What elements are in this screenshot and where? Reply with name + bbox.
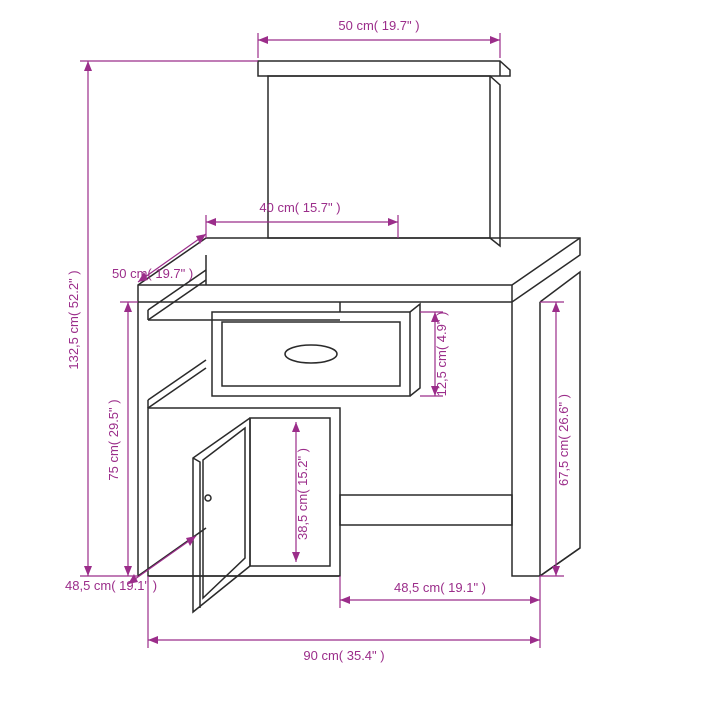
dim-label-cabinet-depth: 48,5 cm( 19.1" ) [65, 578, 157, 593]
dim-cabinet-depth: 48,5 cm( 19.1" ) [65, 536, 196, 593]
dim-cabinet-height: 75 cm( 29.5" ) [106, 302, 138, 576]
cabinet-door [193, 418, 250, 612]
dim-mirror-width: 50 cm( 19.7" ) [258, 18, 500, 58]
dim-label-leg-height: 67,5 cm( 26.6" ) [556, 394, 571, 486]
apron-panel [340, 495, 512, 525]
dim-label-drawer-width: 40 cm( 15.7" ) [259, 200, 340, 215]
dim-label-door-height: 38,5 cm( 15.2" ) [295, 448, 310, 540]
drawer-front [212, 304, 420, 396]
dim-drawer-width: 40 cm( 15.7" ) [206, 200, 398, 238]
mirror-panel [258, 61, 510, 246]
table-top [138, 238, 580, 302]
dim-label-leg-width: 48,5 cm( 19.1" ) [394, 580, 486, 595]
dim-total-height: 132,5 cm( 52.2" ) [66, 61, 258, 576]
dim-drawer-height: 12,5 cm( 4.9" ) [420, 312, 449, 397]
dim-leg-width: 48,5 cm( 19.1" ) [340, 576, 540, 608]
dim-label-mirror-width: 50 cm( 19.7" ) [338, 18, 419, 33]
dim-label-cabinet-height: 75 cm( 29.5" ) [106, 399, 121, 480]
furniture-dimension-diagram: 50 cm( 19.7" ) 40 cm( 15.7" ) 50 cm( 19.… [0, 0, 724, 724]
dim-drawer-depth: 50 cm( 19.7" ) [112, 234, 206, 282]
pulled-drawer-tray [148, 270, 340, 408]
dim-leg-height: 67,5 cm( 26.6" ) [540, 302, 571, 576]
dim-door-height: 38,5 cm( 15.2" ) [292, 422, 310, 562]
furniture-drawing [138, 61, 580, 612]
dim-label-total-width: 90 cm( 35.4" ) [303, 648, 384, 663]
dim-label-total-height: 132,5 cm( 52.2" ) [66, 270, 81, 369]
dim-label-drawer-depth: 50 cm( 19.7" ) [112, 266, 193, 281]
dim-label-drawer-height: 12,5 cm( 4.9" ) [434, 312, 449, 397]
